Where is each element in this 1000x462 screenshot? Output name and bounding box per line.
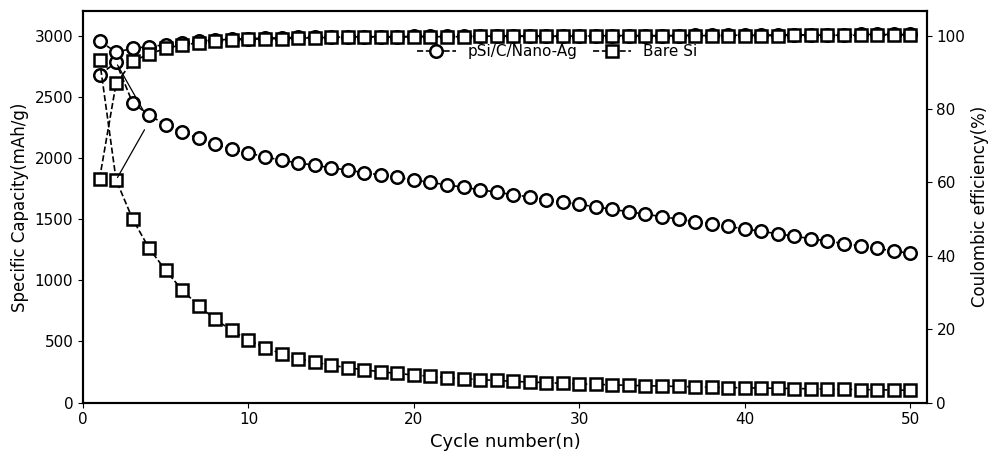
Y-axis label: Coulombic efficiency(%): Coulombic efficiency(%) (971, 106, 989, 308)
Legend: pSi/C/Nano-Ag, Bare Si: pSi/C/Nano-Ag, Bare Si (411, 38, 704, 66)
Y-axis label: Specific Capacity(mAh/g): Specific Capacity(mAh/g) (11, 102, 29, 311)
X-axis label: Cycle number(n): Cycle number(n) (430, 433, 580, 451)
